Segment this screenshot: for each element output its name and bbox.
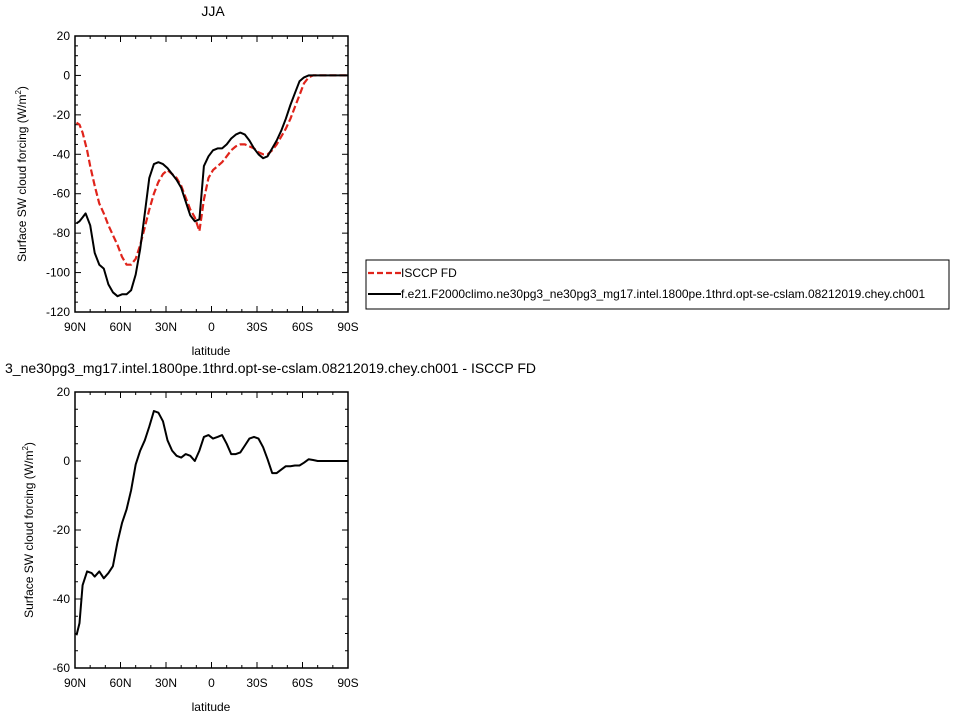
chart-top-series-line-1: [75, 74, 348, 298]
xtick-label: 90N: [64, 320, 86, 334]
ytick-label: 0: [63, 68, 70, 82]
ytick-label: -60: [53, 187, 71, 201]
xtick-label: 90N: [64, 676, 86, 690]
chart-top-series-line-0: [75, 74, 348, 266]
chart-bottom-series-line-0: [75, 410, 348, 636]
ytick-label: -100: [46, 266, 70, 280]
xtick-label: 60N: [109, 320, 131, 334]
ytick-label: -60: [53, 661, 71, 675]
xtick-label: 60N: [109, 676, 131, 690]
chart-top-plot-frame: [74, 35, 349, 313]
ytick-label: -40: [53, 147, 71, 161]
ytick-label: -20: [53, 108, 71, 122]
chart-bottom-series-group: [75, 410, 348, 636]
chart-top-xlabel: latitude: [192, 344, 231, 358]
ytick-label: -120: [46, 305, 70, 319]
ytick-label: -40: [53, 592, 71, 606]
chart-top-legend: ISCCP FD f.e21.F2000climo.ne30pg3_ne30pg…: [365, 259, 950, 310]
chart-bottom-yaxis: -60 -40 -20 0 20: [53, 385, 348, 675]
xtick-label: 90S: [337, 676, 358, 690]
chart-bottom-title: 3_ne30pg3_mg17.intel.1800pe.1thrd.opt-se…: [5, 360, 536, 376]
chart-bottom-xlabel: latitude: [192, 700, 231, 714]
legend-label-model: f.e21.F2000climo.ne30pg3_ne30pg3_mg17.in…: [401, 287, 925, 301]
chart-top: JJA -120 -100 -80 -60 -40 -20 0 20 90N 60N 30N 0 30…: [14, 3, 950, 358]
chart-top-xaxis: 90N 60N 30N 0 30S 60S 90S: [64, 36, 359, 334]
chart-top-title: JJA: [201, 3, 225, 19]
ytick-label: 0: [63, 454, 70, 468]
chart-bottom: 3_ne30pg3_mg17.intel.1800pe.1thrd.opt-se…: [5, 360, 536, 714]
chart-top-yaxis: -120 -100 -80 -60 -40 -20 0 20: [46, 29, 348, 319]
chart-bottom-xaxis: 90N 60N 30N 0 30S 60S 90S: [64, 392, 359, 690]
chart-top-ylabel: Surface SW cloud forcing (W/m2): [14, 86, 29, 262]
xtick-label: 0: [208, 320, 215, 334]
ytick-label: 20: [57, 385, 71, 399]
xtick-label: 60S: [292, 676, 313, 690]
xtick-label: 60S: [292, 320, 313, 334]
legend-label-isccp: ISCCP FD: [401, 266, 457, 280]
ytick-label: -20: [53, 523, 71, 537]
xtick-label: 30N: [155, 676, 177, 690]
legend-frame: [365, 259, 950, 310]
xtick-label: 90S: [337, 320, 358, 334]
chart-top-series-group: [75, 74, 348, 298]
xtick-label: 30S: [246, 676, 267, 690]
chart-bottom-plot-frame: [74, 391, 349, 669]
xtick-label: 0: [208, 676, 215, 690]
chart-bottom-ylabel: Surface SW cloud forcing (W/m2): [21, 442, 36, 618]
ytick-label: 20: [57, 29, 71, 43]
ytick-label: -80: [53, 226, 71, 240]
xtick-label: 30N: [155, 320, 177, 334]
xtick-label: 30S: [246, 320, 267, 334]
